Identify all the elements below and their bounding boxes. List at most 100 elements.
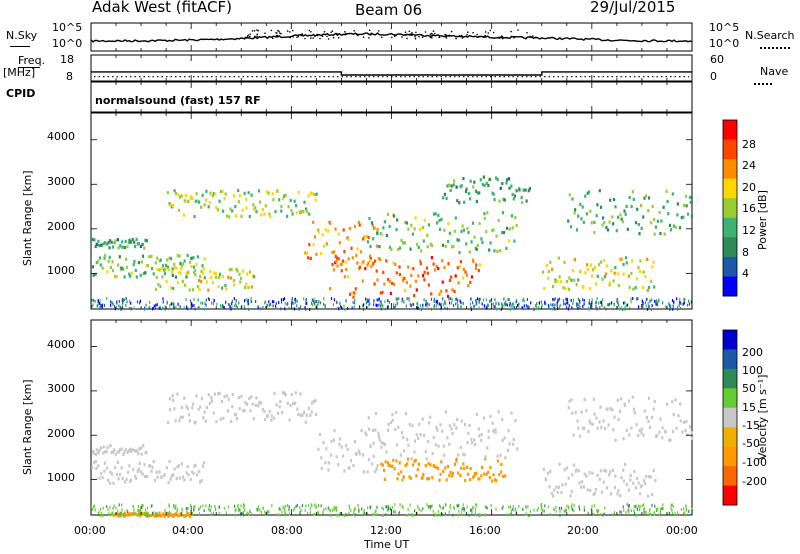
velocity-cell <box>401 504 403 508</box>
velocity-cell <box>147 512 150 516</box>
velocity-cell <box>257 404 260 408</box>
power-cell <box>281 300 283 304</box>
velocity-cell <box>200 396 203 401</box>
freq-unit-label: [MHz] <box>3 66 36 79</box>
power-cell <box>380 304 382 308</box>
velocity-cell <box>592 397 595 401</box>
power-cell <box>642 215 645 219</box>
velocity-cell <box>629 478 632 482</box>
power-cell <box>690 215 693 219</box>
velocity-cell <box>391 464 394 468</box>
power-cell <box>295 211 298 215</box>
velocity-cell <box>369 444 372 448</box>
velocity-cell <box>117 509 119 513</box>
velocity-cell <box>198 507 200 511</box>
power-cell <box>167 267 170 272</box>
power-cell <box>587 190 591 194</box>
power-cell <box>101 304 103 308</box>
velocity-cell <box>609 406 612 411</box>
power-cell <box>459 299 461 303</box>
power-cell <box>470 297 472 301</box>
velocity-cell <box>637 481 640 485</box>
power-cell <box>617 283 620 288</box>
velocity-cell <box>176 507 178 511</box>
velocity-cell <box>672 511 674 515</box>
velocity-cell <box>602 480 605 484</box>
power-cell <box>452 183 455 187</box>
power-cell <box>582 298 584 302</box>
velocity-cell <box>288 508 290 512</box>
velocity-cell <box>130 512 133 516</box>
power-cell <box>257 189 261 193</box>
velocity-cell <box>466 465 469 469</box>
power-cell <box>571 197 574 201</box>
velocity-cell <box>95 448 98 452</box>
power-cell <box>595 214 598 218</box>
power-cell <box>353 305 355 309</box>
power-cell <box>570 299 572 302</box>
velocity-cell <box>383 477 386 481</box>
velocity-cell <box>664 430 667 434</box>
power-cell <box>332 303 334 307</box>
power-cell <box>190 195 193 199</box>
noise-search-point <box>370 32 373 35</box>
power-cell <box>155 275 158 279</box>
noise-search-point <box>500 36 503 39</box>
power-cell <box>607 303 610 307</box>
velocity-cell <box>441 513 443 517</box>
power-cell <box>543 286 546 291</box>
power-cell <box>204 307 206 311</box>
power-cell <box>688 302 691 306</box>
power-cell <box>291 297 293 301</box>
power-cell <box>117 246 120 250</box>
power-cell <box>469 302 471 306</box>
velocity-cell <box>135 476 138 480</box>
power-cell <box>248 215 251 219</box>
velocity-cell <box>585 474 588 478</box>
power-cell <box>487 304 490 307</box>
velocity-cell <box>344 514 346 517</box>
velocity-cell <box>619 494 622 498</box>
power-cell <box>231 302 233 306</box>
velocity-cell <box>686 433 689 437</box>
power-cell <box>485 306 487 310</box>
power-cell <box>139 299 141 303</box>
power-cell <box>472 185 475 189</box>
velocity-cell <box>607 423 610 427</box>
power-cell <box>385 259 388 263</box>
velocity-cell <box>635 476 639 481</box>
velocity-cell <box>685 507 688 511</box>
power-cell <box>472 260 475 264</box>
power-cell <box>512 302 514 306</box>
power-cell <box>202 267 205 271</box>
noise-search-point <box>484 34 487 37</box>
velocity-cell <box>243 506 245 510</box>
power-cell <box>322 244 326 248</box>
velocity-cell <box>151 511 154 515</box>
velocity-cell <box>471 441 474 445</box>
power-cell <box>302 209 305 214</box>
velocity-cell <box>679 419 682 423</box>
velocity-cell <box>372 512 374 516</box>
velocity-cell <box>604 427 607 431</box>
power-cell <box>562 286 565 290</box>
xtick-1200: 12:00 <box>370 524 402 537</box>
power-cell <box>236 269 239 273</box>
power-cell <box>144 238 147 242</box>
power-cell <box>119 305 121 309</box>
velocity-cell <box>392 458 395 462</box>
power-cell <box>518 302 520 306</box>
power-cell <box>158 306 160 310</box>
velocity-cell <box>574 411 577 415</box>
power-cell <box>169 203 172 207</box>
power-cell <box>517 304 519 307</box>
noise-search-point <box>491 37 494 39</box>
power-cell <box>409 284 412 288</box>
power-cell <box>397 247 400 252</box>
velocity-cell <box>278 506 280 510</box>
noise-search-point <box>529 35 532 38</box>
power-cell <box>650 279 653 283</box>
velocity-cell <box>353 512 355 516</box>
noise-search-point <box>327 38 330 40</box>
power-cell <box>152 306 154 310</box>
